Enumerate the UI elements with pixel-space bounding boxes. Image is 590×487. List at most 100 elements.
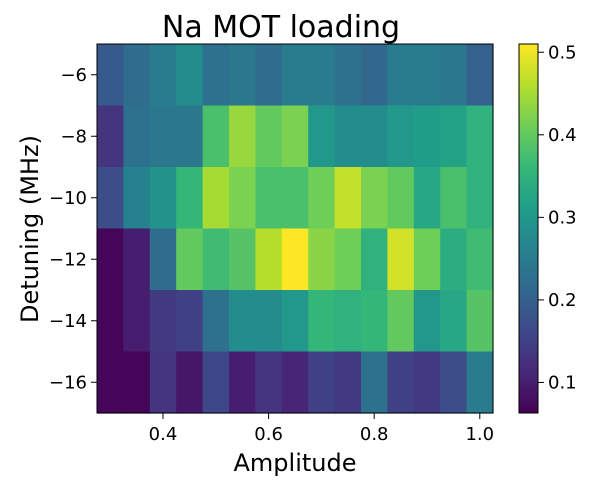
y-axis-label: Detuning (MHz)	[16, 135, 44, 323]
heatmap-cell	[334, 105, 362, 168]
heatmap-cell	[97, 105, 124, 168]
heatmap-cell	[229, 351, 256, 414]
heatmap-cell	[440, 105, 468, 168]
heatmap-cell	[334, 44, 362, 107]
heatmap-cell	[97, 228, 124, 291]
heatmap-cell	[176, 105, 204, 168]
heatmap-cell	[466, 351, 494, 414]
heatmap-cell	[361, 290, 388, 353]
heatmap-cell	[255, 105, 283, 168]
heatmap-cell	[97, 167, 124, 230]
heatmap-cell	[413, 351, 441, 414]
heatmap-cell	[308, 105, 336, 168]
heatmap-cell	[361, 228, 388, 291]
heatmap-cell	[466, 44, 494, 107]
heatmap-cell	[149, 290, 177, 353]
heatmap-cell	[176, 44, 204, 107]
heatmap-cell	[440, 44, 468, 107]
heatmap-cell	[440, 290, 468, 353]
heatmap-cell	[202, 167, 230, 230]
heatmap-cell	[123, 105, 151, 168]
heatmap-cell	[149, 44, 177, 107]
heatmap-cell	[281, 167, 309, 230]
heatmap-cell	[308, 351, 336, 414]
x-tick-label: 0.4	[149, 424, 178, 445]
heatmap-cell	[440, 228, 468, 291]
heatmap-cell	[281, 351, 309, 414]
colorbar-tick-label: 0.4	[548, 125, 577, 146]
heatmap-cell	[176, 228, 204, 291]
heatmap-cell	[308, 290, 336, 353]
colorbar-tick-label: 0.5	[548, 42, 577, 63]
heatmap-cell	[440, 167, 468, 230]
heatmap-cell	[123, 351, 151, 414]
y-tick-label: −6	[60, 65, 87, 86]
heatmap-cell	[466, 105, 494, 168]
y-axis: −6 −8 −10 −12 −14 −16	[49, 65, 97, 393]
heatmap-cell	[202, 290, 230, 353]
heatmap-cells	[97, 44, 494, 414]
heatmap-cell	[387, 44, 415, 107]
x-tick-label: 0.6	[254, 424, 283, 445]
heatmap-cell	[308, 44, 336, 107]
heatmap-cell	[361, 44, 388, 107]
colorbar-axis: 0.1 0.2 0.3 0.4 0.5	[538, 42, 577, 393]
colorbar-tick-label: 0.1	[548, 372, 577, 393]
y-tick-label: −12	[49, 249, 87, 270]
heatmap-cell	[149, 228, 177, 291]
heatmap-cell	[413, 167, 441, 230]
heatmap-cell	[387, 290, 415, 353]
heatmap-cell	[202, 44, 230, 107]
y-tick-label: −10	[49, 188, 87, 209]
heatmap-cell	[387, 105, 415, 168]
heatmap-cell	[123, 44, 151, 107]
heatmap-cell	[387, 351, 415, 414]
heatmap-cell	[334, 351, 362, 414]
heatmap-cell	[229, 290, 256, 353]
heatmap-cell	[466, 167, 494, 230]
heatmap-cell	[255, 228, 283, 291]
x-tick-label: 0.8	[360, 424, 389, 445]
heatmap-cell	[281, 290, 309, 353]
heatmap-cell	[255, 44, 283, 107]
heatmap-cell	[361, 351, 388, 414]
heatmap-cell	[413, 228, 441, 291]
colorbar-tick-label: 0.3	[548, 207, 577, 228]
x-axis-label: Amplitude	[234, 449, 357, 477]
heatmap-cell	[229, 228, 256, 291]
heatmap-cell	[176, 290, 204, 353]
heatmap-cell	[255, 351, 283, 414]
heatmap-cell	[229, 44, 256, 107]
heatmap-cell	[361, 167, 388, 230]
heatmap-cell	[202, 105, 230, 168]
plot-frame	[96, 43, 494, 414]
heatmap-cell	[281, 44, 309, 107]
heatmap-cell	[308, 228, 336, 291]
heatmap-cell	[176, 167, 204, 230]
heatmap-cell	[229, 105, 256, 168]
heatmap-cell	[123, 228, 151, 291]
heatmap-cell	[97, 290, 124, 353]
heatmap-cell	[413, 105, 441, 168]
chart-title: Na MOT loading	[162, 10, 400, 45]
y-tick-label: −14	[49, 311, 87, 332]
heatmap-cell	[123, 290, 151, 353]
x-axis: 0.4 0.6 0.8 1.0	[149, 413, 494, 445]
heatmap-cell	[202, 228, 230, 291]
heatmap-cell	[413, 44, 441, 107]
heatmap-cell	[440, 351, 468, 414]
heatmap-cell	[97, 44, 124, 107]
heatmap-cell	[255, 290, 283, 353]
heatmap-cell	[123, 167, 151, 230]
heatmap-cell	[413, 290, 441, 353]
heatmap-cell	[361, 105, 388, 168]
heatmap-cell	[387, 228, 415, 291]
heatmap-cell	[334, 290, 362, 353]
heatmap-cell	[149, 351, 177, 414]
heatmap-cell	[281, 228, 309, 291]
heatmap-cell	[334, 228, 362, 291]
heatmap-cell	[466, 228, 494, 291]
x-tick-label: 1.0	[465, 424, 494, 445]
y-tick-label: −8	[60, 126, 87, 147]
heatmap-cell	[149, 105, 177, 168]
